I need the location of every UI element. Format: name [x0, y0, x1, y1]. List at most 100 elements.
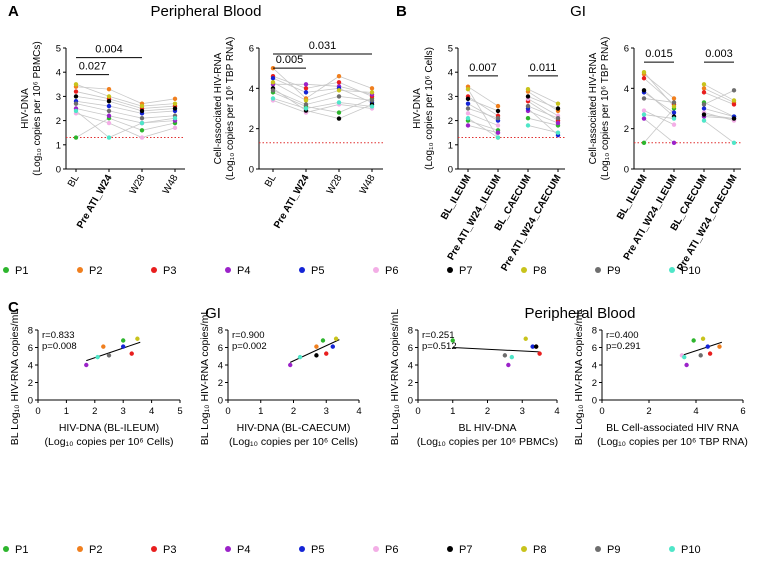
legend-label-p8: P8: [533, 265, 546, 277]
point-p10: [731, 140, 737, 145]
y-tick-label: 8: [218, 326, 223, 337]
legend-marker-p4: [225, 546, 231, 552]
point-p8: [139, 103, 145, 109]
point-p5: [303, 90, 309, 95]
p-value-label: 0.027: [79, 61, 107, 73]
x-tick-label: 0: [225, 406, 230, 417]
charts-group: 0 1 2 3 4 5 HIV-DNA (Log₁₀ copies per 10⁶ PBMCs…: [9, 37, 748, 448]
legend-marker-p2: [77, 546, 83, 552]
point-p3: [303, 86, 309, 91]
point-p9: [303, 102, 309, 107]
point-p10: [495, 135, 501, 140]
connector-p9: [643, 98, 675, 103]
x-tick-label: 2: [92, 406, 97, 417]
connector-p5: [272, 77, 373, 103]
y-axis-label: HIV-DNA: [20, 88, 31, 129]
p-value-label: 0.007: [469, 62, 497, 74]
point-p10: [336, 100, 342, 105]
point-p2: [336, 74, 342, 79]
point-p3: [731, 102, 737, 107]
point-p5: [330, 344, 335, 349]
point-p9: [641, 96, 647, 101]
x-tick-label: 2: [485, 406, 490, 417]
legend-label-p2: P2: [89, 544, 102, 556]
legend-marker-p6: [373, 267, 379, 273]
connector-p5: [467, 103, 499, 121]
connector-p8: [703, 83, 735, 101]
y-tick-label: 0: [249, 165, 254, 176]
legend-label-p8: P8: [533, 544, 546, 556]
point-p3: [701, 90, 707, 95]
point-p8: [701, 82, 707, 87]
p-value-label: 0.011: [530, 62, 557, 74]
point-p8: [523, 336, 528, 341]
point-p5: [705, 344, 710, 349]
point-p9: [270, 88, 276, 93]
connector-p5: [703, 108, 735, 117]
y-axis-label: BL Log₁₀ HIV-RNA copies/mL: [573, 309, 585, 446]
x-tick-label: 1: [64, 406, 69, 417]
point-p8: [465, 86, 471, 92]
point-p5: [270, 76, 276, 81]
point-p7: [701, 112, 707, 117]
point-p4: [671, 140, 677, 145]
y-tick-label: 4: [624, 84, 629, 95]
point-p7: [172, 106, 178, 111]
connector-p8: [643, 71, 675, 107]
x-tick-label: BL_ILEUM: [615, 173, 650, 222]
point-p7: [139, 108, 145, 114]
legend-label-p3: P3: [163, 265, 176, 277]
x-tick-label: Pre ATI_W24_ILEUM: [446, 173, 504, 262]
x-tick-label: 2: [646, 406, 651, 417]
legend-marker-p9: [595, 546, 601, 552]
connector-p9: [75, 103, 176, 119]
point-p6: [139, 135, 145, 140]
point-p3: [336, 80, 342, 85]
chart-c4: 0 2 4 6 8 0 2 4 6 BL Log₁₀ HIV-RNA copies/mL BL Ce…: [573, 309, 748, 448]
legend-label-p6: P6: [385, 544, 398, 556]
point-p1: [641, 140, 647, 145]
connector-p5: [75, 100, 176, 114]
y-tick-label: 5: [56, 44, 61, 55]
legend-marker-p8: [521, 267, 527, 273]
point-p6: [641, 108, 647, 113]
connector-p10: [272, 98, 373, 109]
point-p7: [336, 116, 342, 121]
x-axis-label: BL Cell-associated HIV RNA: [606, 422, 739, 434]
y-axis-label-units: (Log₁₀ copies per 10⁶ PBMCs): [32, 41, 43, 175]
panel-title-peripheral-blood-c: Peripheral Blood: [525, 305, 636, 322]
y-tick-label: 4: [408, 361, 413, 372]
point-p8: [270, 80, 276, 85]
regression-line: [290, 339, 340, 363]
y-tick-label: 0: [448, 165, 453, 176]
point-p9: [336, 94, 342, 99]
point-p8: [555, 101, 561, 106]
x-axis-label: HIV-DNA (BL-CAECUM): [237, 422, 351, 434]
connector-p10: [643, 114, 675, 119]
x-tick-label: Pre ATI_W24: [75, 173, 115, 231]
point-p10: [555, 130, 561, 135]
point-p10: [701, 118, 707, 123]
point-p9: [731, 88, 737, 93]
y-tick-label: 4: [249, 84, 254, 95]
point-p1: [691, 338, 696, 343]
point-p7: [495, 108, 501, 114]
connector-p1: [703, 102, 735, 117]
x-tick-label: 6: [740, 406, 745, 417]
connector-p1: [75, 117, 176, 138]
point-p9: [502, 353, 508, 358]
point-p3: [324, 351, 329, 356]
y-tick-label: 2: [408, 378, 413, 389]
point-p4: [495, 130, 501, 135]
point-p7: [314, 353, 319, 358]
chart-b2: 0 2 4 6 Cell-associated HIV-RNA (Log₁₀ copies…: [588, 37, 741, 273]
point-p6: [671, 122, 677, 127]
point-p4: [465, 123, 471, 128]
y-tick-label: 0: [408, 396, 413, 407]
point-p9: [525, 103, 531, 109]
point-p10: [73, 108, 79, 114]
x-tick-label: 3: [121, 406, 126, 417]
y-tick-label: 4: [28, 361, 33, 372]
point-p5: [530, 344, 535, 349]
x-axis-label-units: (Log₁₀ copies per 10⁶ Cells): [229, 436, 358, 448]
